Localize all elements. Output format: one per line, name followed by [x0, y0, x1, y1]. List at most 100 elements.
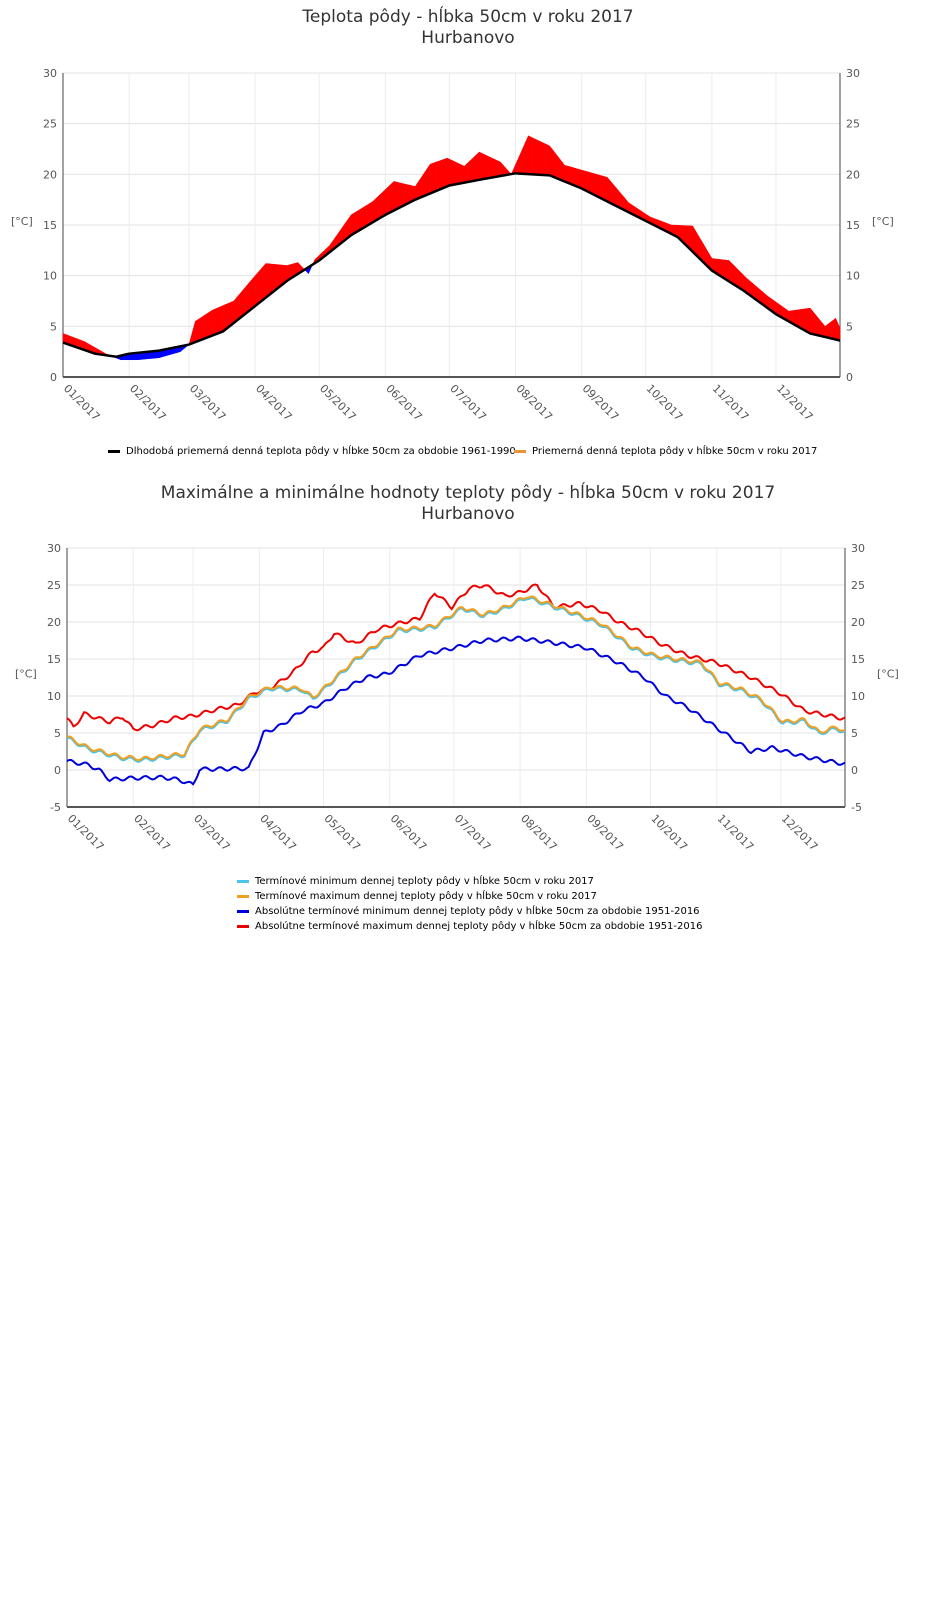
difference-area	[274, 264, 277, 292]
difference-area	[594, 173, 597, 197]
difference-area	[831, 319, 834, 340]
chart2-title: Maximálne a minimálne hodnoty teploty pô…	[160, 483, 776, 524]
difference-area	[613, 184, 617, 207]
y-tick-left: 10	[43, 270, 57, 283]
difference-area	[579, 169, 582, 189]
legend-swatch	[237, 910, 249, 913]
y-tick-left: 25	[47, 579, 61, 592]
difference-area	[726, 259, 730, 282]
x-tick: 06/2017	[383, 382, 425, 424]
legend-item-absmin[interactable]: Absolútne termínové minimum dennej teplo…	[237, 906, 700, 917]
difference-area	[244, 285, 247, 316]
difference-area	[466, 161, 469, 183]
y-tick-left: 15	[47, 653, 61, 666]
difference-area	[346, 217, 350, 240]
difference-area	[368, 202, 371, 226]
legend-label: Absolútne termínové minimum dennej teplo…	[255, 906, 700, 917]
difference-area	[395, 181, 399, 210]
difference-area	[229, 301, 232, 327]
difference-area	[216, 307, 220, 335]
legend-swatch	[108, 450, 120, 453]
difference-area	[453, 160, 457, 185]
y-tick-right: 30	[846, 67, 860, 80]
difference-area	[425, 166, 429, 196]
x-tick: 02/2017	[131, 812, 173, 854]
difference-area	[376, 195, 380, 221]
legend-label: Termínové maximum dennej teploty pôdy v …	[255, 891, 597, 902]
difference-area	[357, 209, 360, 232]
difference-area	[382, 188, 386, 217]
y-tick-right: -5	[851, 801, 862, 814]
difference-area	[562, 161, 565, 182]
x-tick: 02/2017	[127, 382, 169, 424]
difference-area	[479, 151, 482, 181]
y-tick-right: 25	[851, 579, 865, 592]
x-tick: 08/2017	[513, 382, 555, 424]
legend-item-tmin[interactable]: Termínové minimum dennej teploty pôdy v …	[237, 876, 594, 887]
y-axis-label-left: [°C]	[15, 668, 37, 681]
difference-area	[829, 320, 832, 339]
legend-item-actual[interactable]: Priemerná denná teplota pôdy v hĺbke 50c…	[514, 446, 817, 457]
difference-area	[824, 324, 828, 338]
difference-area	[549, 145, 553, 177]
difference-area	[487, 155, 491, 179]
difference-area	[263, 262, 267, 300]
difference-area	[374, 197, 378, 222]
y-tick-left: 20	[43, 168, 57, 181]
difference-area	[519, 150, 523, 174]
difference-area	[551, 147, 555, 178]
y-tick-right: 15	[851, 653, 865, 666]
x-tick: 10/2017	[644, 382, 686, 424]
y-tick-left: 5	[54, 727, 61, 740]
difference-area	[378, 193, 382, 220]
difference-area	[461, 164, 465, 184]
difference-area	[540, 141, 544, 176]
series-line-normal	[62, 172, 841, 359]
difference-area	[545, 143, 548, 176]
series-line	[66, 595, 846, 762]
difference-area	[265, 263, 269, 299]
difference-area	[809, 307, 813, 335]
difference-area	[560, 158, 563, 181]
y-tick-right: 10	[851, 690, 865, 703]
difference-area	[252, 275, 256, 309]
difference-area	[370, 201, 373, 225]
difference-area	[205, 312, 209, 339]
y-tick-right: 20	[851, 616, 865, 629]
difference-area	[423, 169, 427, 197]
difference-area	[575, 167, 578, 188]
difference-area	[470, 157, 474, 182]
difference-area	[246, 282, 249, 314]
difference-area	[797, 309, 800, 328]
difference-area	[372, 199, 375, 223]
difference-area	[227, 302, 230, 329]
y-tick-left: 30	[43, 67, 57, 80]
legend-item-absmax[interactable]: Absolútne termínové maximum dennej teplo…	[237, 921, 702, 932]
x-tick: 05/2017	[317, 382, 359, 424]
legend-item-tmax[interactable]: Termínové maximum dennej teploty pôdy v …	[237, 891, 597, 902]
difference-area	[807, 307, 811, 334]
x-tick: 03/2017	[191, 812, 233, 854]
series-line	[66, 635, 846, 786]
x-tick: 01/2017	[65, 812, 107, 854]
difference-area	[818, 317, 822, 337]
x-tick: 10/2017	[648, 812, 690, 854]
difference-area	[500, 161, 503, 177]
difference-area	[805, 308, 809, 333]
difference-area	[615, 186, 619, 208]
difference-area	[365, 203, 369, 227]
y-tick-right: 5	[851, 727, 858, 740]
difference-area	[432, 162, 435, 193]
difference-area	[261, 265, 264, 302]
legend-item-normal[interactable]: Dlhodobá priemerná denná teplota pôdy v …	[108, 446, 516, 457]
difference-area	[733, 264, 736, 286]
difference-area	[496, 159, 499, 178]
difference-area	[410, 185, 414, 203]
difference-area	[250, 277, 254, 310]
difference-area	[421, 172, 424, 198]
x-tick: 07/2017	[452, 812, 494, 854]
difference-area	[498, 160, 501, 177]
legend-swatch	[237, 880, 249, 883]
difference-area	[389, 182, 392, 214]
difference-area	[359, 207, 363, 231]
